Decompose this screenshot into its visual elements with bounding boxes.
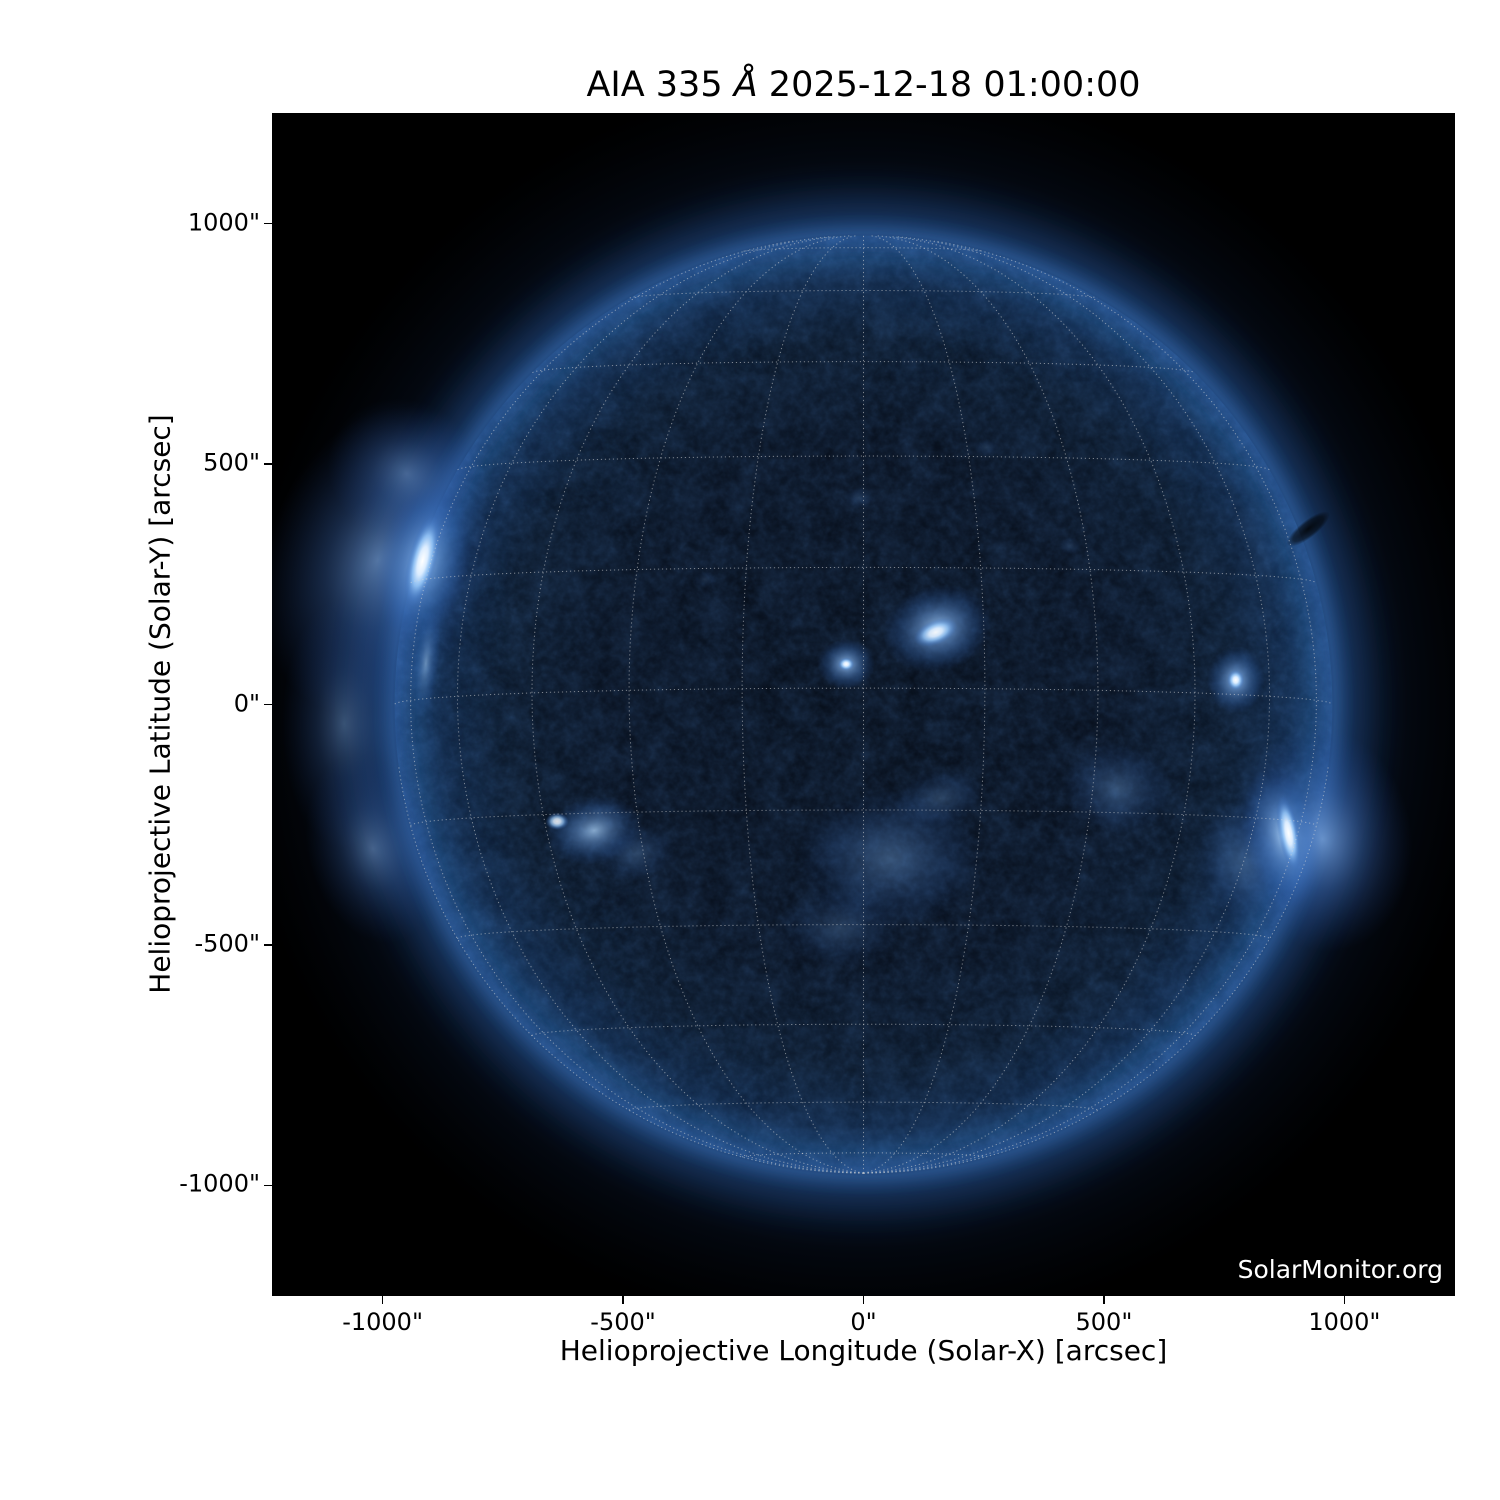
- title-angstrom-symbol: Å: [733, 65, 758, 105]
- feature-center-small-ar-core: [838, 657, 855, 671]
- title-suffix: 2025-12-18 01:00:00: [757, 65, 1141, 105]
- feature-southeast-limb-glow: [305, 754, 441, 944]
- feature-left-mid-ar-core: [545, 812, 569, 831]
- y-tick-label: 0": [233, 689, 260, 718]
- grid-line: [532, 361, 1195, 374]
- grid-line: [863, 240, 1317, 1174]
- title-prefix: AIA 335: [586, 65, 734, 105]
- x-tick-label: 0": [850, 1308, 877, 1336]
- y-tick-label: 1000": [187, 208, 260, 237]
- y-tick-mark: [264, 463, 272, 465]
- plot-title: AIA 335 Å 2025-12-18 01:00:00: [272, 66, 1455, 105]
- feature-left-mid-ar-tail: [600, 825, 675, 882]
- y-tick-mark: [264, 222, 272, 225]
- y-tick-label: -1000": [179, 1169, 260, 1198]
- y-tick-mark: [264, 703, 272, 706]
- feature-north-speck-1: [844, 487, 874, 509]
- feature-south-center-arc-2: [895, 768, 986, 828]
- feature-center-large-ar-core: [913, 617, 958, 647]
- grid-line: [398, 765, 864, 1174]
- x-tick-label: -1000": [342, 1308, 423, 1336]
- x-tick-label: 1000": [1308, 1308, 1381, 1336]
- grid-line: [863, 235, 1099, 1174]
- grid-line: [863, 765, 1329, 1174]
- grid-line: [741, 235, 864, 1174]
- x-tick-mark: [622, 1296, 624, 1304]
- heliographic-grid-overlay: [394, 235, 1333, 1174]
- grid-line: [628, 235, 864, 1174]
- x-tick-label: 500": [1075, 1308, 1133, 1336]
- feature-west-limb-ar-core: [1227, 669, 1245, 691]
- watermark: SolarMonitor.org: [1237, 1255, 1443, 1284]
- grid-line: [743, 247, 984, 252]
- x-tick-mark: [1103, 1296, 1105, 1304]
- y-tick-mark: [264, 944, 272, 946]
- grid-line: [863, 235, 986, 1174]
- feature-east-speck: [1058, 537, 1082, 555]
- feature-south-center-arc-3: [779, 889, 900, 967]
- x-tick-mark: [1343, 1296, 1346, 1304]
- y-axis-label: Helioprojective Latitude (Solar-Y) [arcs…: [143, 414, 177, 994]
- feature-east-limb-streak-south: [411, 608, 441, 719]
- feature-west-limb-dark-notch: [1286, 511, 1330, 547]
- grid-line: [531, 1023, 1196, 1036]
- x-tick-label: -500": [590, 1308, 656, 1336]
- feature-northwest-speck: [692, 570, 718, 589]
- x-tick-mark: [862, 1296, 865, 1304]
- feature-southwest-on-disk-glow: [1193, 802, 1294, 925]
- y-tick-mark: [264, 1184, 272, 1187]
- grid-line: [410, 240, 864, 1174]
- y-tick-label: 500": [203, 448, 260, 477]
- y-tick-label: -500": [194, 929, 260, 958]
- active-regions: [272, 398, 1413, 967]
- feature-east-limb-ar-core: [404, 513, 441, 608]
- feature-north-speck-2: [973, 438, 999, 456]
- grid-line: [741, 1152, 986, 1158]
- solar-image: [272, 113, 1455, 1296]
- x-axis-label: Helioprojective Longitude (Solar-X) [arc…: [559, 1334, 1168, 1367]
- plot-area: SolarMonitor.org: [272, 113, 1455, 1296]
- x-tick-mark: [381, 1296, 384, 1304]
